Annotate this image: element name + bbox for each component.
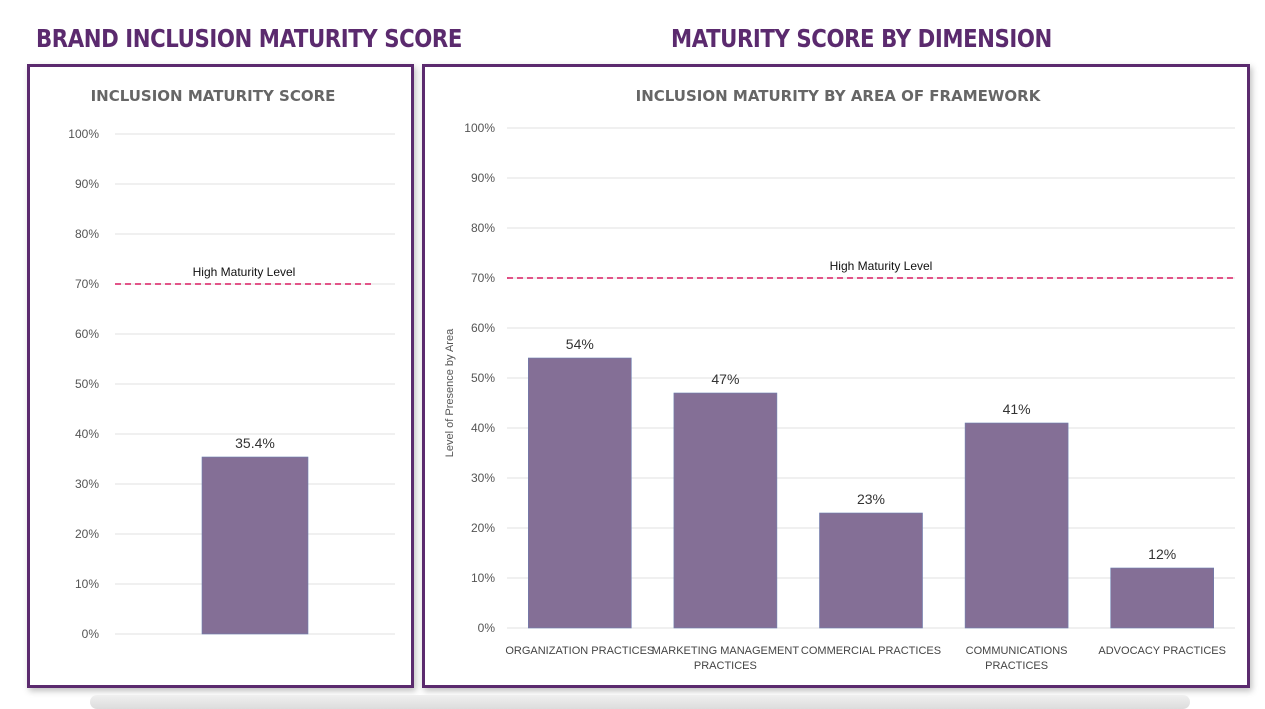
y-tick-label: 10% bbox=[471, 571, 495, 585]
y-tick-label: 70% bbox=[75, 277, 99, 291]
bar bbox=[528, 357, 632, 629]
category-label: COMMUNICATIONS bbox=[966, 645, 1068, 657]
category-label: ORGANIZATION PRACTICES bbox=[505, 645, 654, 657]
y-tick-label: 70% bbox=[471, 271, 495, 285]
high-maturity-label: High Maturity Level bbox=[193, 265, 296, 279]
y-tick-label: 40% bbox=[471, 421, 495, 435]
data-label: 41% bbox=[1003, 401, 1031, 417]
category-label: MARKETING MANAGEMENT bbox=[652, 645, 800, 657]
data-label: 12% bbox=[1148, 546, 1176, 562]
overall-score-panel: INCLUSION MATURITY SCORE 0% 10% 20% 30% 40% 50… bbox=[27, 64, 414, 688]
y-tick-label: 60% bbox=[471, 321, 495, 335]
right-section-title: MATURITY SCORE BY DIMENSION bbox=[671, 24, 1052, 53]
y-tick-label: 30% bbox=[471, 471, 495, 485]
y-tick-label: 10% bbox=[75, 577, 99, 591]
bar bbox=[964, 422, 1069, 629]
bar bbox=[673, 392, 778, 629]
y-tick-label: 100% bbox=[68, 127, 99, 141]
y-tick-label: 90% bbox=[471, 171, 495, 185]
category-label: PRACTICES bbox=[694, 660, 757, 672]
y-tick-label: 50% bbox=[75, 377, 99, 391]
dimension-score-panel: INCLUSION MATURITY BY AREA OF FRAMEWORK 0… bbox=[422, 64, 1250, 688]
dimension-score-chart: INCLUSION MATURITY BY AREA OF FRAMEWORK 0… bbox=[444, 87, 1235, 672]
category-label: ADVOCACY PRACTICES bbox=[1098, 645, 1226, 657]
y-tick-label: 50% bbox=[471, 371, 495, 385]
left-section-title: BRAND INCLUSION MATURITY SCORE bbox=[36, 24, 462, 53]
y-tick-label: 0% bbox=[478, 621, 496, 635]
bar bbox=[1110, 567, 1215, 629]
data-label: 54% bbox=[566, 336, 594, 352]
bar bbox=[201, 456, 309, 635]
category-label: COMMERCIAL PRACTICES bbox=[801, 645, 941, 657]
chart-title: INCLUSION MATURITY BY AREA OF FRAMEWORK bbox=[636, 87, 1042, 105]
slide-shadow bbox=[90, 695, 1190, 709]
y-tick-label: 20% bbox=[75, 527, 99, 541]
y-tick-label: 30% bbox=[75, 477, 99, 491]
y-tick-label: 0% bbox=[82, 627, 100, 641]
y-tick-label: 80% bbox=[75, 227, 99, 241]
category-label: PRACTICES bbox=[985, 660, 1048, 672]
y-axis-title: Level of Presence by Area bbox=[444, 328, 456, 457]
bar bbox=[819, 512, 923, 629]
data-label: 23% bbox=[857, 491, 885, 507]
high-maturity-label: High Maturity Level bbox=[830, 259, 933, 273]
overall-score-chart: INCLUSION MATURITY SCORE 0% 10% 20% 30% 40% 50… bbox=[68, 87, 395, 641]
data-label: 35.4% bbox=[235, 435, 275, 451]
y-tick-label: 90% bbox=[75, 177, 99, 191]
chart-title: INCLUSION MATURITY SCORE bbox=[91, 87, 336, 105]
y-tick-label: 100% bbox=[464, 121, 495, 135]
data-label: 47% bbox=[711, 371, 739, 387]
y-tick-label: 80% bbox=[471, 221, 495, 235]
y-tick-label: 20% bbox=[471, 521, 495, 535]
y-tick-label: 40% bbox=[75, 427, 99, 441]
y-tick-label: 60% bbox=[75, 327, 99, 341]
